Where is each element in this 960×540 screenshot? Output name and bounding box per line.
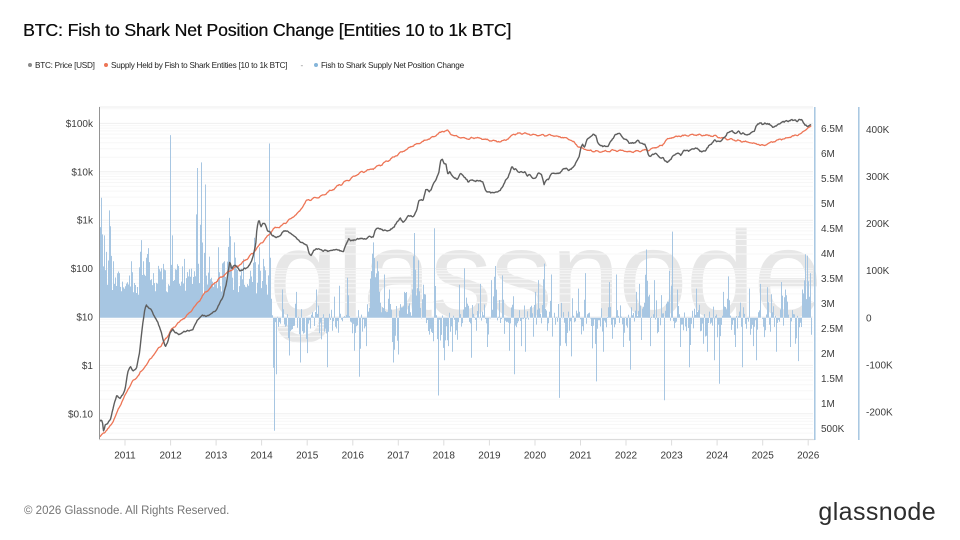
svg-text:2019: 2019 <box>478 451 501 462</box>
svg-text:2M: 2M <box>821 349 835 360</box>
svg-text:4.5M: 4.5M <box>821 224 843 235</box>
svg-text:2026: 2026 <box>797 451 820 462</box>
svg-text:5M: 5M <box>821 199 835 210</box>
svg-text:$100k: $100k <box>66 119 94 130</box>
svg-text:6M: 6M <box>821 149 835 160</box>
svg-text:500K: 500K <box>821 424 845 435</box>
svg-text:2017: 2017 <box>387 451 410 462</box>
svg-text:2018: 2018 <box>433 451 456 462</box>
svg-text:$1k: $1k <box>77 216 94 227</box>
svg-text:3.5M: 3.5M <box>821 274 843 285</box>
svg-text:300K: 300K <box>866 172 890 183</box>
svg-text:2012: 2012 <box>159 451 182 462</box>
svg-text:400K: 400K <box>866 125 890 136</box>
svg-text:100K: 100K <box>866 266 890 277</box>
svg-text:$10: $10 <box>76 313 93 324</box>
svg-text:2022: 2022 <box>615 451 638 462</box>
svg-text:5.5M: 5.5M <box>821 174 843 185</box>
svg-text:3M: 3M <box>821 299 835 310</box>
svg-text:2014: 2014 <box>250 451 273 462</box>
svg-text:-200K: -200K <box>866 408 893 419</box>
svg-text:glassnode: glassnode <box>269 206 821 344</box>
svg-text:200K: 200K <box>866 219 890 230</box>
svg-text:2016: 2016 <box>342 451 365 462</box>
svg-text:2.5M: 2.5M <box>821 324 843 335</box>
svg-text:$0.10: $0.10 <box>68 409 93 420</box>
svg-text:2015: 2015 <box>296 451 319 462</box>
svg-text:2020: 2020 <box>524 451 547 462</box>
svg-text:$100: $100 <box>71 264 94 275</box>
svg-text:1.5M: 1.5M <box>821 374 843 385</box>
svg-text:2011: 2011 <box>114 451 136 462</box>
svg-text:2024: 2024 <box>706 451 729 462</box>
svg-text:$10k: $10k <box>71 167 94 178</box>
svg-text:4M: 4M <box>821 249 835 260</box>
svg-text:1M: 1M <box>821 399 835 410</box>
svg-text:0: 0 <box>866 313 872 324</box>
svg-text:6.5M: 6.5M <box>821 124 843 135</box>
svg-text:2021: 2021 <box>569 451 592 462</box>
svg-text:$1: $1 <box>82 361 94 372</box>
svg-text:2025: 2025 <box>752 451 775 462</box>
svg-text:2013: 2013 <box>205 451 228 462</box>
svg-text:2023: 2023 <box>660 451 683 462</box>
svg-text:-100K: -100K <box>866 360 893 371</box>
